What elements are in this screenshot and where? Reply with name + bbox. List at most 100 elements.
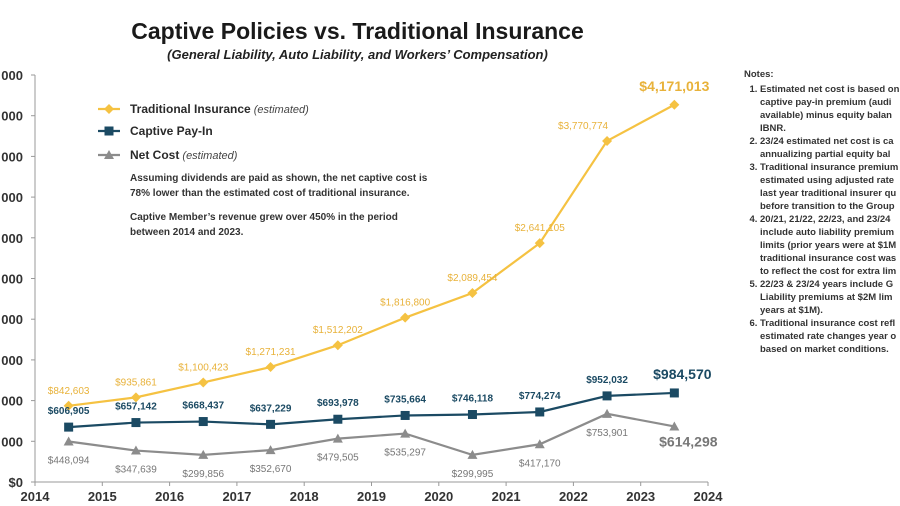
data-label-net-cost: $417,170 xyxy=(519,458,561,469)
data-label-captive-pay-in: $735,664 xyxy=(384,394,426,405)
y-tick-label: 000 xyxy=(1,434,23,449)
data-point-traditional-insurance xyxy=(130,392,141,403)
data-label-traditional-insurance: $4,171,013 xyxy=(639,78,709,94)
data-label-net-cost: $299,856 xyxy=(182,469,224,480)
data-label-captive-pay-in: $668,437 xyxy=(182,401,224,412)
note-line: based on market conditions. xyxy=(760,344,889,355)
notes-panel: Notes: Estimated net cost is based on cap… xyxy=(744,68,900,356)
data-point-traditional-insurance xyxy=(467,288,478,299)
data-point-traditional-insurance xyxy=(63,400,74,411)
note-line: traditional insurance cost was xyxy=(760,253,897,264)
note-line: IBNR. xyxy=(760,123,786,134)
data-point-captive-pay-in xyxy=(333,414,343,424)
data-label-captive-pay-in: $606,905 xyxy=(48,406,90,417)
data-point-net-cost xyxy=(130,445,141,455)
note-line: limits (prior years were at $1M xyxy=(760,240,897,251)
note-line: include auto liability premium xyxy=(760,227,895,238)
legend-note-traditional-insurance: (estimated) xyxy=(251,104,309,116)
note-line: 23/24 estimated net cost is ca xyxy=(760,136,894,147)
x-tick-label: 2021 xyxy=(492,489,521,504)
data-label-captive-pay-in: $746,118 xyxy=(452,394,494,405)
x-tick-label: 2014 xyxy=(21,489,51,504)
y-tick-label: 000 xyxy=(1,190,23,205)
data-point-traditional-insurance xyxy=(400,312,411,323)
data-label-traditional-insurance: $1,816,800 xyxy=(380,298,430,309)
series-line-traditional-insurance xyxy=(68,103,675,407)
data-label-captive-pay-in: $774,274 xyxy=(519,391,561,402)
y-tick-label: 000 xyxy=(1,394,23,409)
data-point-net-cost xyxy=(602,408,613,418)
legend-marker-net-cost xyxy=(104,150,114,159)
data-label-traditional-insurance: $1,512,202 xyxy=(313,325,363,336)
note-item: Traditional insurance cost refl estimated… xyxy=(760,317,900,356)
note-line: Traditional insurance cost refl xyxy=(760,318,896,329)
chart-annotation-revenue: Captive Member’s revenue grew over 450% … xyxy=(130,210,430,240)
data-label-traditional-insurance: $1,100,423 xyxy=(178,362,228,373)
legend-label-net-cost: Net Cost (estimated) xyxy=(130,148,238,162)
annotation-line-3-pre: Captive Member’s revenue grew over xyxy=(130,212,310,223)
annotation-line-3-post: in the period xyxy=(335,212,398,223)
y-tick-label: 000 xyxy=(1,231,23,246)
data-point-net-cost xyxy=(534,439,545,449)
legend-name-net-cost: Net Cost xyxy=(130,148,179,162)
series-line-captive-pay-in xyxy=(68,391,675,429)
note-line: captive pay-in premium (audi xyxy=(760,97,892,108)
x-tick-label: 2017 xyxy=(222,489,251,504)
data-label-traditional-insurance: $935,861 xyxy=(115,377,157,388)
data-point-captive-pay-in xyxy=(535,407,545,417)
legend-note-net-cost: (estimated) xyxy=(179,150,237,162)
data-point-net-cost xyxy=(198,449,209,459)
legend-marker-traditional-insurance xyxy=(104,104,114,114)
x-tick-label: 2024 xyxy=(694,489,724,504)
data-label-net-cost: $479,505 xyxy=(317,453,359,464)
x-tick-label: 2019 xyxy=(357,489,386,504)
data-point-traditional-insurance xyxy=(265,362,276,373)
data-point-captive-pay-in xyxy=(400,410,410,420)
data-point-traditional-insurance xyxy=(332,340,343,351)
annotation-line-2: 78% lower than the estimated cost of tra… xyxy=(130,188,410,199)
data-point-captive-pay-in xyxy=(602,391,612,401)
data-label-captive-pay-in: $984,570 xyxy=(653,366,712,382)
x-tick-label: 2018 xyxy=(290,489,319,504)
data-point-captive-pay-in xyxy=(467,410,477,420)
annotation-line-1: Assuming dividends are paid as shown, th… xyxy=(130,173,428,184)
data-point-traditional-insurance xyxy=(602,135,613,146)
legend-name-captive-pay-in: Captive Pay-In xyxy=(130,124,213,138)
x-tick-label: 2023 xyxy=(626,489,655,504)
note-line: Traditional insurance premium xyxy=(760,162,899,173)
data-point-captive-pay-in xyxy=(669,388,679,398)
data-point-net-cost xyxy=(265,445,276,455)
data-label-net-cost: $614,298 xyxy=(659,433,718,449)
data-point-net-cost xyxy=(332,433,343,443)
data-point-net-cost xyxy=(467,449,478,459)
data-label-net-cost: $535,297 xyxy=(384,448,426,459)
chart-plot: $0 000 000 000 000 000 000 000 000 000 000 2014 2015… xyxy=(1,68,724,504)
data-label-net-cost: $753,901 xyxy=(586,428,628,439)
note-item: 23/24 estimated net cost is ca annualizin… xyxy=(760,135,900,161)
data-point-captive-pay-in xyxy=(266,419,276,429)
y-tick-label: 000 xyxy=(1,353,23,368)
y-tick-label: 000 xyxy=(1,68,23,83)
note-item: 22/23 & 23/24 years include G Liability p… xyxy=(760,278,900,317)
annotation-line-3-bold: 450% xyxy=(309,212,336,223)
series-line-net-cost xyxy=(68,412,675,456)
y-tick-label: 000 xyxy=(1,312,23,327)
data-point-captive-pay-in xyxy=(131,418,141,428)
notes-list: Estimated net cost is based on captive pa… xyxy=(744,83,900,356)
data-point-net-cost xyxy=(400,428,411,438)
data-label-net-cost: $347,639 xyxy=(115,465,157,476)
note-line: years at $1M). xyxy=(760,305,823,316)
data-point-traditional-insurance xyxy=(669,99,680,110)
legend-label-captive-pay-in: Captive Pay-In xyxy=(130,124,213,138)
notes-title: Notes: xyxy=(744,69,774,80)
note-item: Traditional insurance premium estimated u… xyxy=(760,161,900,213)
data-label-traditional-insurance: $2,641,105 xyxy=(515,223,565,234)
note-line: Liability premiums at $2M lim xyxy=(760,292,893,303)
annotation-line-4: between 2014 and 2023. xyxy=(130,227,244,238)
data-point-captive-pay-in xyxy=(198,417,208,427)
note-line: 20/21, 21/22, 22/23, and 23/24 xyxy=(760,214,891,225)
chart-subtitle: (General Liability, Auto Liability, and … xyxy=(167,47,548,62)
data-point-captive-pay-in xyxy=(64,422,74,432)
y-tick-label: $0 xyxy=(9,475,23,490)
x-tick-label: 2022 xyxy=(559,489,588,504)
